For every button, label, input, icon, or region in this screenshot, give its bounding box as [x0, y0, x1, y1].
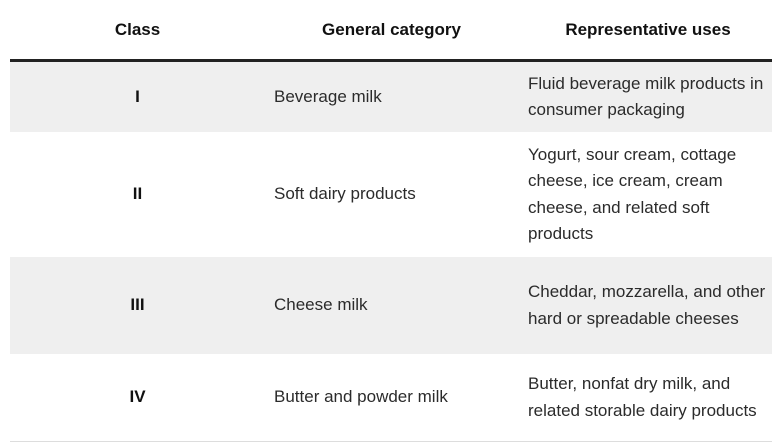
- header-rule: [10, 59, 772, 62]
- table-row: IV Butter and powder milk Butter, nonfat d…: [10, 354, 772, 441]
- table-cell: Fluid beverage milk products in consumer…: [528, 73, 764, 120]
- table-cell: Beverage milk: [274, 86, 382, 106]
- table-row: II Soft dairy products Yogurt, sour cream,…: [10, 132, 772, 257]
- table-cell: II: [132, 184, 143, 204]
- table-cell: Cheddar, mozzarella, and other hard or s…: [528, 282, 766, 328]
- table-cell: Yogurt, sour cream, cottage cheese, ice …: [528, 144, 737, 244]
- table-cell: I: [135, 86, 140, 106]
- column-header: General category: [322, 20, 461, 39]
- table-row: III Cheese milk Cheddar, mozzarella, and o…: [10, 257, 772, 354]
- table-cell: Butter and powder milk: [274, 387, 448, 407]
- table-row: I Beverage milk Fluid beverage milk produc…: [10, 62, 772, 132]
- bottom-rule: [10, 441, 772, 442]
- table-cell: Soft dairy products: [274, 184, 416, 204]
- column-header: Class: [114, 20, 161, 39]
- table-cell: IV: [129, 387, 146, 407]
- column-header: Representative uses: [565, 20, 731, 39]
- table-cell: III: [130, 295, 145, 315]
- table-cell: Cheese milk: [274, 295, 368, 315]
- table: Class General category Representative uses…: [10, 0, 772, 442]
- table-cell: Butter, nonfat dry milk, and related sto…: [528, 374, 757, 420]
